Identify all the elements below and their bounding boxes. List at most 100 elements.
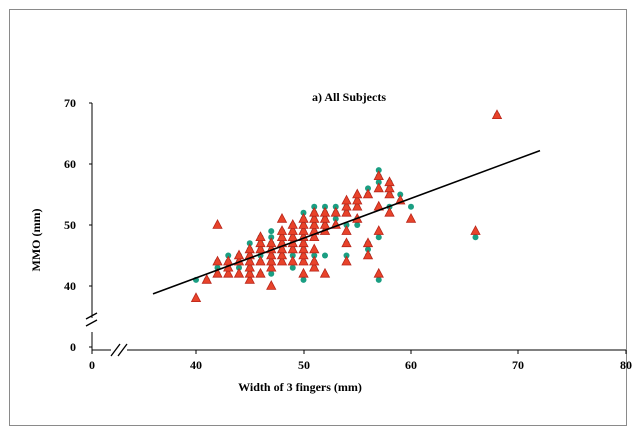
data-point-circle (343, 252, 350, 259)
data-point-triangle (287, 225, 298, 235)
data-point-triangle (330, 206, 341, 217)
data-point-circle (365, 246, 371, 253)
data-point-circle (311, 252, 318, 259)
data-point-triangle (309, 243, 320, 254)
data-point-triangle (341, 206, 352, 217)
data-point-triangle (223, 267, 234, 278)
data-point-triangle (190, 292, 202, 303)
data-point-triangle (341, 194, 352, 205)
data-point-circle (246, 240, 253, 247)
data-point-triangle (341, 255, 352, 266)
data-point-triangle (276, 212, 288, 223)
data-point-triangle (405, 212, 417, 223)
y-ticks: 70 60 50 40 0 (64, 96, 92, 354)
chart-title: a) All Subjects (312, 90, 386, 104)
data-point-triangle (309, 261, 320, 272)
data-point-circle (354, 222, 361, 228)
data-point-triangle (276, 231, 288, 242)
data-point-triangle (341, 237, 352, 248)
x-axis-break-mark-2 (117, 343, 128, 357)
data-point-triangle (298, 267, 309, 278)
data-point-triangle (319, 206, 331, 217)
data-point-circle (300, 276, 307, 283)
x-tick-label: 70 (512, 358, 524, 372)
data-point-circle (397, 191, 404, 198)
data-point-triangle (373, 225, 384, 235)
data-point-circle (332, 203, 339, 210)
data-point-circle (311, 203, 318, 210)
data-point-triangle (255, 267, 266, 278)
data-point-triangle (384, 206, 395, 217)
data-point-triangle (276, 249, 288, 260)
y-axis-break-mark-2 (85, 319, 98, 327)
data-point-circle (375, 234, 382, 241)
data-point-triangle (319, 212, 331, 223)
data-point-triangle (244, 261, 255, 272)
data-point-triangle (287, 255, 298, 266)
data-point-triangle (373, 182, 384, 193)
y-axis-break-mark-1 (85, 312, 98, 320)
data-point-triangle (491, 109, 503, 119)
y-tick-label: 50 (64, 218, 76, 232)
data-point-triangle (201, 273, 212, 284)
y-tick-label: 40 (64, 279, 76, 293)
x-tick-label: 50 (298, 358, 310, 372)
data-point-circle (268, 234, 275, 241)
data-point-circle (236, 264, 242, 271)
data-point-triangle (287, 243, 298, 254)
data-point-triangle (244, 255, 255, 266)
data-point-circle (289, 252, 296, 259)
data-point-circle (268, 270, 275, 277)
data-point-triangle (287, 231, 298, 242)
data-point-triangle (298, 249, 309, 260)
data-point-triangle (266, 237, 277, 248)
y-tick-label: 60 (64, 157, 76, 171)
data-point-circle (300, 209, 307, 216)
data-point-triangle (276, 225, 288, 235)
data-marks (152, 109, 541, 303)
data-point-triangle (319, 267, 331, 278)
x-axis-break-mark-1 (110, 343, 121, 357)
data-point-triangle (309, 219, 320, 229)
data-point-triangle (287, 219, 298, 229)
data-point-triangle (341, 225, 352, 235)
data-point-triangle (266, 255, 277, 266)
data-point-triangle (255, 231, 266, 242)
data-point-triangle (255, 243, 266, 254)
data-point-triangle (298, 225, 309, 235)
data-point-circle (225, 252, 232, 259)
data-point-triangle (298, 219, 309, 229)
data-point-triangle (233, 267, 245, 278)
data-point-triangle (362, 249, 374, 260)
data-point-triangle (309, 231, 320, 242)
data-point-triangle (298, 243, 309, 254)
chart-frame (9, 9, 627, 426)
data-point-circle (365, 185, 371, 192)
data-point-circle (268, 228, 275, 235)
data-point-circle (472, 234, 479, 241)
data-point-triangle (212, 255, 223, 266)
data-point-triangle (255, 237, 266, 248)
x-tick-label: 0 (89, 358, 95, 372)
data-point-circle (332, 215, 339, 222)
data-point-circle (408, 203, 414, 210)
data-point-circle (375, 179, 382, 186)
data-point-triangle (319, 219, 331, 229)
data-point-triangle (384, 182, 395, 193)
data-point-triangle (298, 255, 309, 266)
data-point-triangle (244, 267, 255, 278)
data-point-triangle (298, 212, 309, 223)
data-point-triangle (352, 194, 363, 205)
data-point-triangle (373, 267, 384, 278)
data-point-triangle (362, 188, 374, 199)
data-point-circle (322, 252, 328, 259)
data-point-triangle (309, 255, 320, 266)
data-point-triangle (276, 243, 288, 254)
data-point-triangle (352, 200, 363, 211)
y-tick-label: 0 (70, 340, 76, 354)
x-tick-label: 60 (405, 358, 417, 372)
data-point-circle (375, 167, 382, 174)
x-tick-label: 80 (620, 358, 632, 372)
data-point-triangle (266, 261, 277, 272)
